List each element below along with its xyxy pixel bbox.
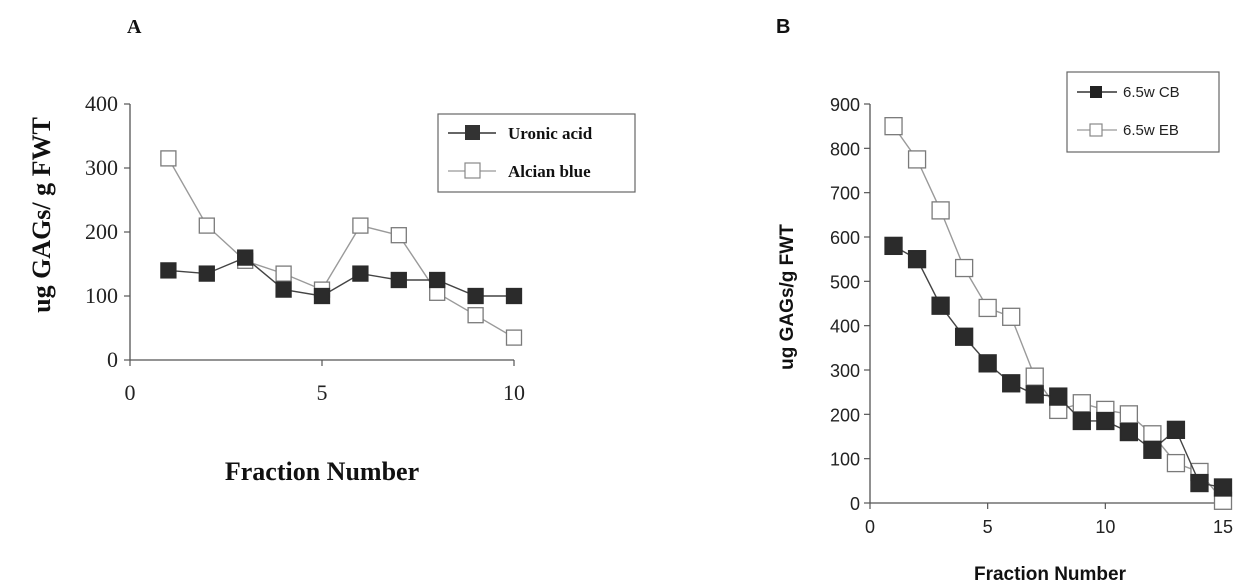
- data-point-6-5w-cb: [1049, 387, 1068, 406]
- y-tick-label: 100: [830, 450, 860, 470]
- x-tick-label: 10: [503, 380, 525, 405]
- panel-a-x-axis-title: Fraction Number: [225, 457, 419, 486]
- data-point-6-5w-eb: [931, 201, 950, 220]
- panel-b-chart: B ug GAGs/g FWT Fraction Number 01002003…: [776, 16, 1233, 585]
- data-point-6-5w-eb: [1119, 405, 1139, 424]
- data-point-6-5w-eb: [978, 298, 997, 318]
- y-tick-label: 600: [830, 228, 860, 248]
- x-tick-label: 10: [1095, 517, 1115, 537]
- panel-a-series: [160, 150, 523, 346]
- data-point-uronic-acid: [390, 271, 407, 289]
- data-point-6-5w-cb: [931, 296, 950, 315]
- y-tick-label: 100: [85, 283, 118, 308]
- y-tick-label: 0: [107, 347, 118, 372]
- panel-b-legend-box: [1066, 71, 1220, 153]
- y-tick-label: 300: [85, 155, 118, 180]
- data-point-uronic-acid: [313, 287, 331, 305]
- panel-b-ticks: 0 100 200 300 400 500 600 700 800 900 0 5 10 15: [830, 95, 1233, 537]
- data-point-alcian-blue: [390, 227, 407, 244]
- data-point-6-5w-cb: [1096, 411, 1115, 431]
- data-point-6-5w-eb: [1002, 307, 1021, 326]
- legend-label-6-5w-cb: 6.5w CB: [1123, 84, 1180, 101]
- legend-label-uronic-acid: Uronic acid: [508, 124, 593, 143]
- panel-b-legend: 6.5w CB 6.5w EB: [1066, 71, 1220, 153]
- data-point-6-5w-cb: [884, 236, 903, 256]
- y-tick-label: 200: [85, 219, 118, 244]
- panel-b-label: B: [776, 16, 790, 38]
- data-point-6-5w-cb: [978, 354, 997, 373]
- data-point-6-5w-eb: [907, 150, 927, 169]
- y-tick-label: 300: [830, 361, 860, 381]
- data-point-uronic-acid: [237, 249, 254, 266]
- legend-marker-6-5w-cb: [1090, 86, 1102, 98]
- panel-a-ticks: 0 100 200 300 400 0 5 10: [85, 91, 525, 405]
- y-tick-label: 200: [830, 405, 860, 425]
- data-point-alcian-blue: [352, 217, 369, 234]
- series-line-uronic-acid: [168, 256, 514, 297]
- data-point-uronic-acid: [352, 265, 369, 282]
- legend-marker-6-5w-eb: [1089, 123, 1103, 137]
- panel-a-legend: Uronic acid Alcian blue: [437, 113, 636, 193]
- panel-a-chart: A ug GAGs/ g FWT Fraction Number 0100200…: [27, 16, 636, 486]
- x-tick-label: 15: [1213, 517, 1233, 537]
- series-line-6-5w-cb: [893, 245, 1224, 489]
- data-point-uronic-acid: [275, 281, 292, 298]
- x-tick-label: 0: [865, 517, 875, 537]
- y-tick-label: 400: [830, 317, 860, 337]
- data-point-alcian-blue: [467, 307, 484, 324]
- data-point-6-5w-cb: [1002, 374, 1021, 393]
- legend-marker-alcian-blue: [464, 162, 481, 179]
- data-point-6-5w-eb: [1166, 453, 1186, 473]
- data-point-6-5w-cb: [1166, 420, 1186, 440]
- x-tick-label: 5: [317, 380, 328, 405]
- data-point-uronic-acid: [467, 287, 484, 305]
- data-point-alcian-blue: [160, 150, 177, 167]
- x-tick-label: 0: [125, 380, 136, 405]
- x-tick-label: 5: [983, 517, 993, 537]
- legend-label-6-5w-eb: 6.5w EB: [1123, 122, 1179, 139]
- data-point-uronic-acid: [429, 271, 446, 289]
- data-point-6-5w-cb: [1119, 422, 1139, 442]
- data-point-uronic-acid: [198, 265, 215, 282]
- y-tick-label: 500: [830, 272, 860, 292]
- y-tick-label: 0: [850, 494, 860, 514]
- data-point-6-5w-eb: [954, 258, 974, 278]
- panel-b-x-axis-title: Fraction Number: [974, 564, 1127, 585]
- data-point-6-5w-eb: [884, 117, 903, 136]
- data-point-6-5w-cb: [954, 327, 974, 346]
- panel-b-y-axis-title: ug GAGs/g FWT: [777, 224, 798, 370]
- y-tick-label: 900: [830, 95, 860, 115]
- data-point-6-5w-cb: [1213, 478, 1233, 497]
- data-point-6-5w-eb: [1025, 367, 1044, 386]
- data-point-uronic-acid: [160, 262, 177, 279]
- data-point-uronic-acid: [505, 287, 523, 305]
- data-point-6-5w-cb: [1025, 385, 1044, 404]
- data-point-6-5w-cb: [1072, 411, 1091, 431]
- panel-b-axes: [869, 104, 1223, 504]
- y-tick-label: 400: [85, 91, 118, 116]
- data-point-6-5w-cb: [1143, 440, 1162, 459]
- data-point-alcian-blue: [275, 265, 292, 282]
- data-point-6-5w-eb: [1072, 394, 1091, 413]
- legend-label-alcian-blue: Alcian blue: [508, 162, 591, 181]
- panel-a-label: A: [127, 16, 142, 38]
- legend-marker-uronic-acid: [465, 125, 480, 140]
- y-tick-label: 800: [830, 139, 860, 159]
- data-point-6-5w-eb: [1143, 425, 1162, 444]
- panel-a-y-axis-title: ug GAGs/ g FWT: [27, 117, 56, 313]
- y-tick-label: 700: [830, 184, 860, 204]
- series-line-alcian-blue: [167, 158, 515, 339]
- panel-b-series: [884, 117, 1233, 510]
- data-point-alcian-blue: [505, 329, 523, 346]
- data-point-alcian-blue: [198, 217, 215, 234]
- data-point-6-5w-cb: [907, 250, 927, 269]
- data-point-6-5w-cb: [1190, 473, 1209, 493]
